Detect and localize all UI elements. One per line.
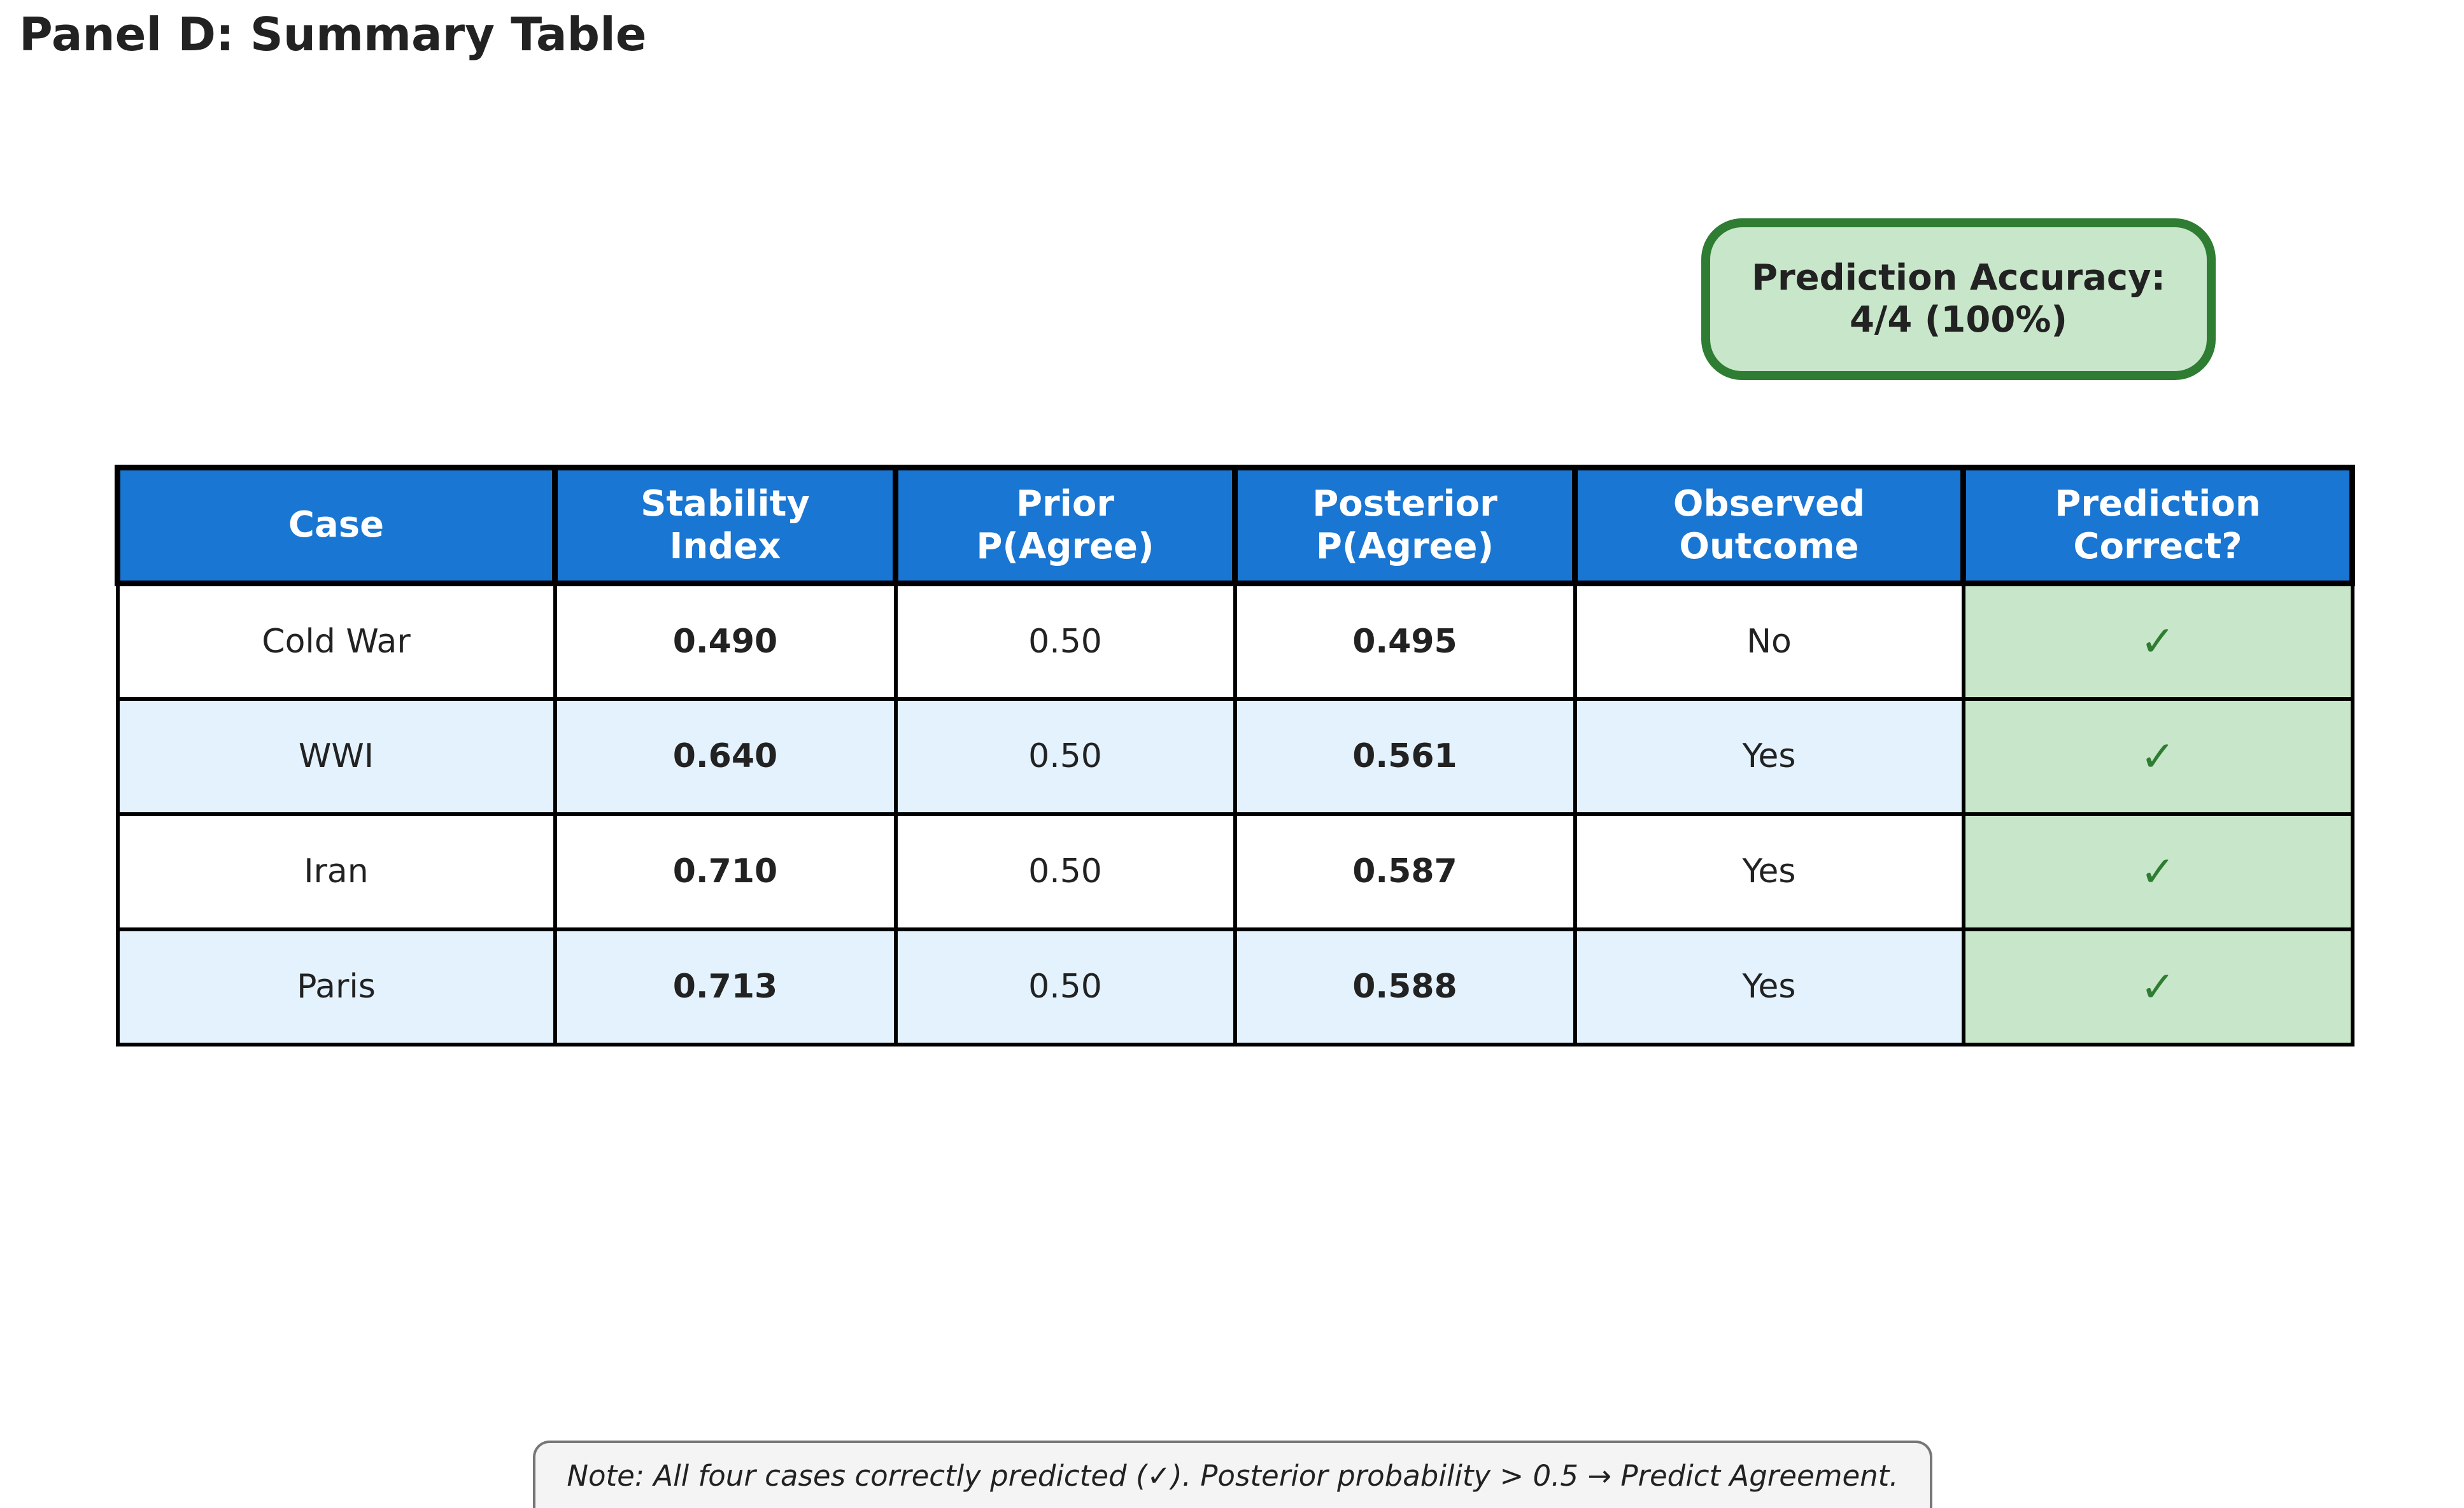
cell-stability-index: 0.713	[553, 927, 898, 1046]
header-stability-index: Stability Index	[552, 465, 898, 586]
cell-case: Iran	[115, 812, 557, 931]
table-header-row: Case Stability Index Prior P(Agree) Post…	[115, 465, 2355, 586]
cell-observed-outcome: Yes	[1573, 696, 1965, 816]
header-prediction-correct: Prediction Correct?	[1960, 465, 2355, 586]
check-icon: ✓	[1961, 581, 2354, 701]
cell-prior: 0.50	[893, 812, 1237, 931]
cell-prior: 0.50	[893, 927, 1237, 1046]
cell-case: Cold War	[115, 581, 557, 701]
note-text: Note: All four cases correctly predicted…	[567, 1458, 1899, 1493]
cell-observed-outcome: No	[1573, 581, 1965, 701]
header-posterior-line1: Posterior	[1312, 483, 1498, 525]
table-row: Cold War 0.490 0.50 0.495 No ✓	[115, 581, 2354, 701]
cell-posterior: 0.587	[1233, 812, 1577, 931]
header-case-line1: Case	[288, 504, 385, 546]
cell-posterior: 0.495	[1233, 581, 1577, 701]
cell-case: Paris	[115, 927, 557, 1046]
accuracy-value: 4/4 (100%)	[1849, 299, 2068, 341]
header-case: Case	[115, 465, 558, 586]
header-observed-line1: Observed	[1673, 483, 1866, 525]
cell-prior: 0.50	[893, 581, 1237, 701]
header-observed-line2: Outcome	[1679, 525, 1859, 567]
cell-posterior: 0.588	[1233, 927, 1577, 1046]
check-icon: ✓	[1961, 927, 2354, 1046]
note-box: Note: All four cases correctly predicted…	[533, 1441, 1932, 1508]
header-posterior-line2: P(Agree)	[1315, 525, 1494, 567]
cell-observed-outcome: Yes	[1573, 812, 1965, 931]
header-prior-line2: P(Agree)	[976, 525, 1154, 567]
header-prediction-line2: Correct?	[2073, 525, 2242, 567]
panel-title: Panel D: Summary Table	[19, 8, 647, 61]
cell-prior: 0.50	[893, 696, 1237, 816]
check-icon: ✓	[1961, 812, 2354, 931]
header-posterior: Posterior P(Agree)	[1232, 465, 1578, 586]
table-row: Paris 0.713 0.50 0.588 Yes ✓	[115, 927, 2354, 1046]
check-icon: ✓	[1961, 696, 2354, 816]
header-stability-line1: Stability	[641, 483, 810, 525]
header-prediction-line1: Prediction	[2055, 483, 2261, 525]
table-row: Iran 0.710 0.50 0.587 Yes ✓	[115, 812, 2354, 931]
accuracy-label: Prediction Accuracy:	[1751, 257, 2165, 299]
header-observed-outcome: Observed Outcome	[1572, 465, 1966, 586]
header-prior-line1: Prior	[1016, 483, 1114, 525]
cell-stability-index: 0.490	[553, 581, 898, 701]
cell-posterior: 0.561	[1233, 696, 1577, 816]
cell-case: WWI	[115, 696, 557, 816]
header-prior: Prior P(Agree)	[893, 465, 1238, 586]
summary-table: Case Stability Index Prior P(Agree) Post…	[115, 465, 2355, 1046]
header-stability-line2: Index	[669, 525, 781, 567]
prediction-accuracy-box: Prediction Accuracy: 4/4 (100%)	[1701, 218, 2216, 380]
cell-observed-outcome: Yes	[1573, 927, 1965, 1046]
cell-stability-index: 0.710	[553, 812, 898, 931]
table-row: WWI 0.640 0.50 0.561 Yes ✓	[115, 696, 2354, 816]
cell-stability-index: 0.640	[553, 696, 898, 816]
